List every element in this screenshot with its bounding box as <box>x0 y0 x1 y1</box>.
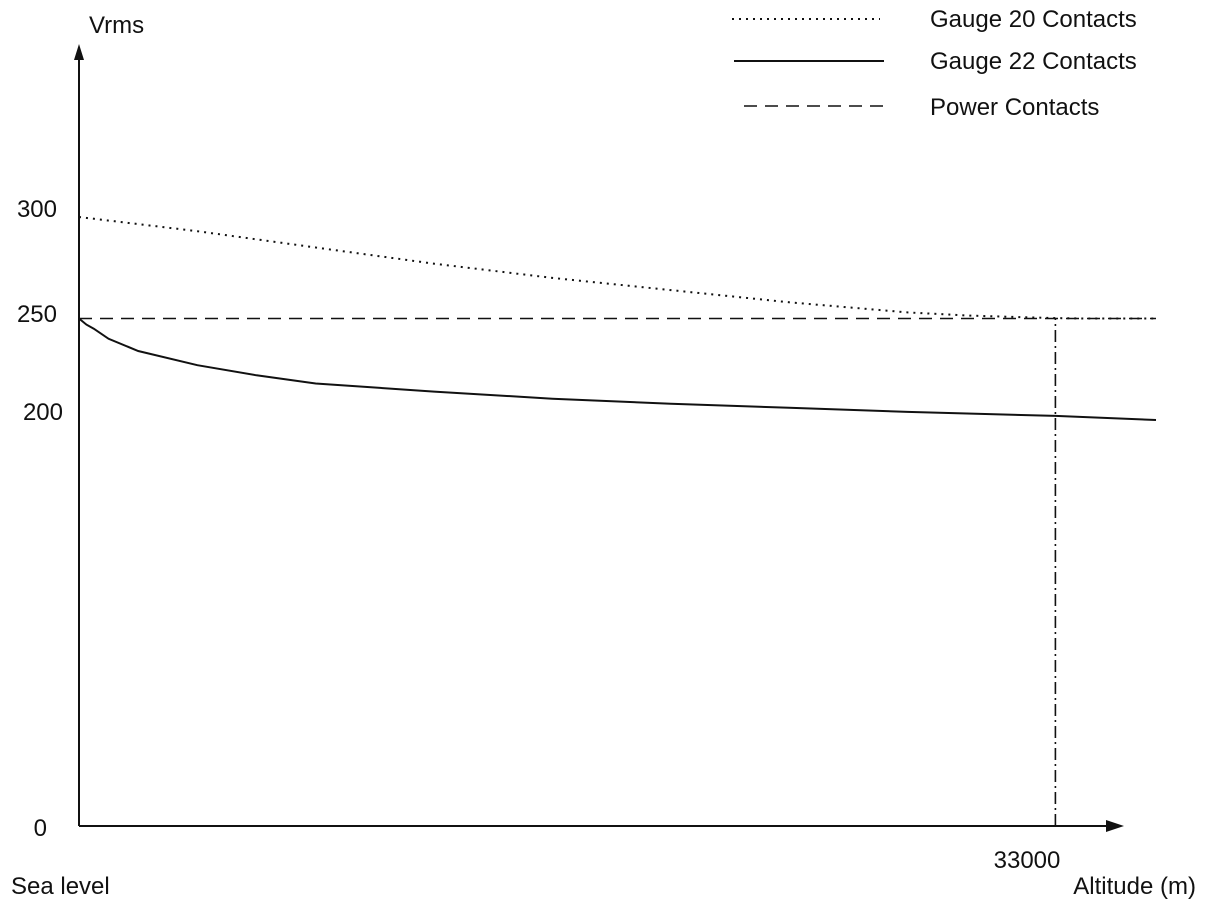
legend-label-gauge-20: Gauge 20 Contacts <box>930 6 1137 33</box>
series-line-gauge-20 <box>78 216 1156 320</box>
x-axis-arrow-icon <box>1106 820 1124 832</box>
y-tick-label-300: 300 <box>17 196 57 223</box>
x-origin-label: Sea level <box>11 873 110 900</box>
y-tick-label-200: 200 <box>23 399 63 426</box>
x-tick-label-33000: 33000 <box>994 847 1061 874</box>
x-axis-label: Altitude (m) <box>1073 873 1196 900</box>
legend-label-power: Power Contacts <box>930 94 1099 121</box>
y-tick-label-250: 250 <box>17 301 57 328</box>
series-line-gauge-22 <box>78 317 1157 421</box>
legend-label-gauge-22: Gauge 22 Contacts <box>930 48 1137 75</box>
y-axis-label: Vrms <box>89 12 144 39</box>
legend: Gauge 20 Contacts Gauge 22 Contacts Powe… <box>732 6 1137 121</box>
y-axis-arrow-icon <box>74 44 84 60</box>
y-tick-label-0: 0 <box>34 815 47 842</box>
